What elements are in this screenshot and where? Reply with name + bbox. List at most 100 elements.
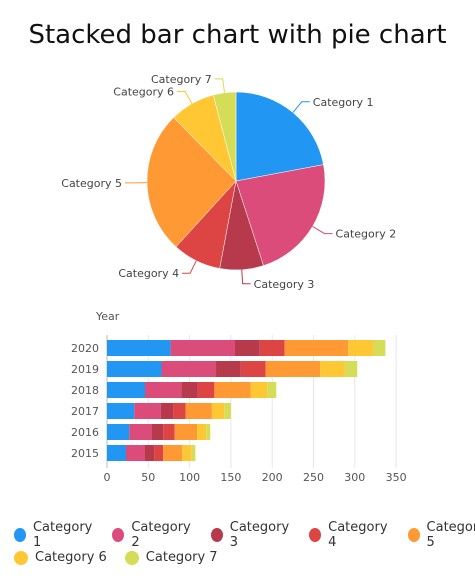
legend-item-category-4[interactable]: Category 4	[309, 520, 389, 550]
y-tick-label: 2019	[71, 363, 99, 376]
bar-2015-category-3[interactable]	[144, 445, 155, 461]
bar-2017-category-5[interactable]	[185, 403, 212, 419]
legend-swatch	[210, 527, 223, 542]
legend-item-category-5[interactable]: Category 5	[407, 519, 475, 550]
pie-label: Category 6	[113, 85, 174, 98]
bar-2016-category-1[interactable]	[107, 424, 130, 440]
bar-2019-category-7[interactable]	[344, 361, 358, 377]
bar-2019-category-4[interactable]	[240, 361, 266, 377]
legend-item-category-1[interactable]: Category 1	[14, 520, 94, 550]
chart-canvas: Category 1 Category 2 Category 3 Category 4…	[61, 73, 407, 484]
legend-label: Category 6	[35, 550, 107, 565]
legend-row: Category 1 Category 2 Category 3 Category 4…	[14, 520, 475, 550]
bar-2019-category-5[interactable]	[265, 361, 321, 377]
x-tick-label: 300	[344, 471, 365, 484]
bar-2018-category-1[interactable]	[107, 382, 145, 398]
bar-2016-category-7[interactable]	[206, 424, 211, 440]
bar-2016-category-3[interactable]	[151, 424, 164, 440]
bar-2016-category-6[interactable]	[197, 424, 207, 440]
x-tick-label: 350	[386, 471, 407, 484]
y-axis-label: Year	[95, 310, 120, 323]
y-tick-label: 2018	[71, 384, 99, 397]
chart-title: Stacked bar chart with pie chart	[28, 20, 447, 50]
bar-2018-category-4[interactable]	[197, 382, 215, 398]
bar-2017-category-4[interactable]	[173, 403, 186, 419]
bar-2020-category-7[interactable]	[372, 340, 386, 356]
pie-label: Category 2	[336, 228, 397, 241]
legend-label: Category 1	[32, 519, 93, 550]
legend-item-category-7[interactable]: Category 7	[124, 550, 218, 565]
pie-label: Category 5	[61, 177, 122, 190]
pie-slice-category-5[interactable]	[146, 117, 237, 248]
legend-swatch	[14, 550, 28, 565]
bar-2020-category-1[interactable]	[107, 340, 171, 356]
bar-2017-category-3[interactable]	[160, 403, 174, 419]
bar-2016-category-2[interactable]	[129, 424, 152, 440]
pie-leader-line	[312, 226, 333, 235]
bar-2018-category-2[interactable]	[144, 382, 182, 398]
legend-swatch	[309, 527, 322, 542]
x-tick-label: 100	[179, 471, 200, 484]
bar-2017-category-1[interactable]	[107, 403, 135, 419]
bar-2016-category-4[interactable]	[163, 424, 175, 440]
pie-leader-line	[292, 101, 310, 113]
legend-item-category-3[interactable]: Category 3	[210, 519, 291, 550]
bar-2019-category-1[interactable]	[107, 361, 162, 377]
legend-item-category-2[interactable]: Category 2	[112, 520, 192, 550]
bar-2015-category-4[interactable]	[154, 445, 164, 461]
legend-swatch	[14, 527, 26, 542]
bar-2017-category-6[interactable]	[211, 403, 225, 419]
bar-2015-category-2[interactable]	[125, 445, 145, 461]
legend-label: Category 4	[328, 519, 388, 550]
pie-leader-line	[182, 260, 197, 274]
bar-2017-category-7[interactable]	[224, 403, 231, 419]
bar-2018-category-7[interactable]	[267, 382, 277, 398]
bar-2015-category-1[interactable]	[107, 445, 126, 461]
legend-label: Category 5	[426, 519, 475, 550]
bar-2017-category-2[interactable]	[134, 403, 161, 419]
stacked-bar-chart: 0 50 100 150 200 250 300 350 Year 2020 2019 2018 201…	[71, 310, 407, 484]
bar-2015-category-7[interactable]	[191, 445, 196, 461]
pie-label: Category 3	[254, 278, 315, 291]
x-tick-label: 0	[104, 471, 111, 484]
pie-label: Category 7	[151, 73, 212, 86]
pie-label: Category 1	[313, 96, 374, 109]
x-tick-label: 250	[303, 471, 324, 484]
legend-label: Category 7	[145, 550, 218, 565]
y-tick-label: 2015	[71, 447, 99, 460]
bar-2020-category-2[interactable]	[170, 340, 236, 356]
bar-2019-category-2[interactable]	[161, 361, 217, 377]
y-tick-label: 2016	[71, 426, 99, 439]
bar-2019-category-3[interactable]	[216, 361, 241, 377]
pie-slice-category-2[interactable]	[235, 164, 326, 266]
x-tick-label: 200	[262, 471, 283, 484]
pie-leader-line	[214, 78, 226, 93]
legend-swatch	[124, 550, 139, 565]
pie-leader-line	[241, 269, 251, 285]
y-tick-label: 2017	[71, 405, 99, 418]
pie-label: Category 4	[118, 267, 179, 280]
bar-2020-category-5[interactable]	[284, 340, 349, 356]
bar-2018-category-5[interactable]	[214, 382, 251, 398]
bar-2018-category-3[interactable]	[181, 382, 198, 398]
bar-2018-category-6[interactable]	[250, 382, 268, 398]
bar-2016-category-5[interactable]	[174, 424, 198, 440]
legend-row: Category 6 Category 7	[14, 546, 469, 569]
legend-item-category-6[interactable]: Category 6	[14, 550, 107, 565]
legend-label: Category 3	[229, 519, 290, 550]
pie-chart: Category 1 Category 2 Category 3 Category 4…	[61, 73, 396, 291]
x-tick-label: 50	[141, 471, 155, 484]
bar-2015-category-5[interactable]	[163, 445, 183, 461]
y-tick-label: 2020	[71, 342, 99, 355]
bar-2020-category-6[interactable]	[348, 340, 373, 356]
bar-2020-category-3[interactable]	[235, 340, 260, 356]
x-tick-label: 150	[220, 471, 241, 484]
bar-2015-category-6[interactable]	[182, 445, 192, 461]
bar-2020-category-4[interactable]	[259, 340, 285, 356]
legend-label: Category 2	[131, 519, 191, 550]
bar-2019-category-6[interactable]	[320, 361, 345, 377]
pie-leader-line	[177, 90, 193, 104]
legend: Category 1 Category 2 Category 3 Category 4…	[14, 520, 475, 569]
legend-swatch	[407, 527, 420, 542]
pie-slice-category-7[interactable]	[212, 91, 237, 182]
